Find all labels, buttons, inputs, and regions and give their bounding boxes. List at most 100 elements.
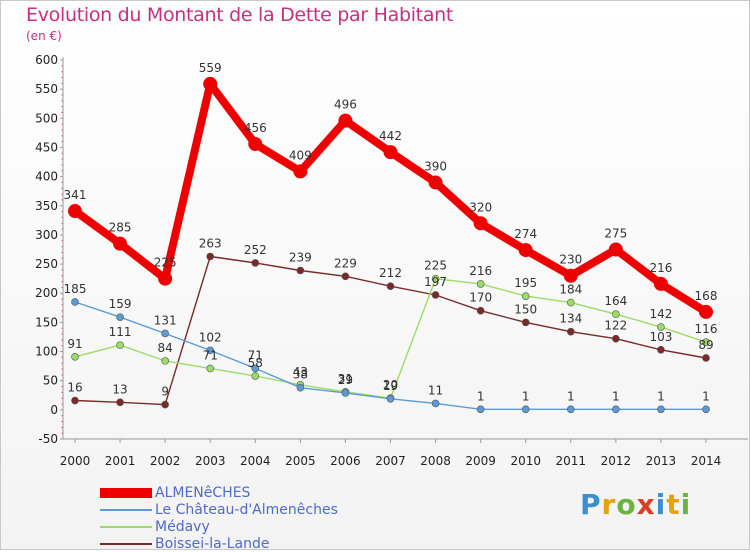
data-label-s1: 11	[428, 383, 443, 397]
data-label-s3: 229	[334, 256, 357, 270]
data-point-s1	[431, 399, 440, 408]
data-label-s3: 239	[289, 250, 312, 264]
logo-letter: t	[666, 488, 681, 521]
legend-item-medavy: Médavy	[100, 518, 338, 535]
data-point-s0	[563, 268, 578, 283]
data-label-s0: 409	[289, 148, 312, 162]
data-point-s0	[518, 243, 533, 258]
x-tick-label: 2001	[105, 454, 136, 468]
data-label-s0: 390	[424, 159, 447, 173]
data-label-s2: 164	[604, 294, 627, 308]
data-label-s2: 184	[559, 283, 582, 297]
data-point-s1	[251, 364, 260, 373]
data-label-s3: 170	[469, 291, 492, 305]
data-label-s0: 285	[109, 221, 132, 235]
data-point-s1	[386, 394, 395, 403]
legend-swatch-chateau-almeneches	[100, 508, 152, 511]
data-label-s2: 195	[514, 276, 537, 290]
data-label-s0: 496	[334, 98, 357, 112]
data-label-s1: 38	[293, 368, 308, 382]
data-label-s0: 230	[559, 253, 582, 267]
data-label-s3: 263	[199, 236, 222, 250]
data-point-s0	[383, 145, 398, 160]
data-label-s2: 111	[109, 325, 132, 339]
data-label-s1: 29	[338, 373, 353, 387]
data-point-s3	[566, 327, 575, 336]
logo-letter: i	[655, 488, 667, 521]
data-point-s1	[116, 313, 124, 321]
data-label-s1: 102	[199, 330, 222, 344]
data-point-s1	[702, 405, 710, 414]
data-label-s1: 1	[567, 389, 575, 403]
data-point-s1	[612, 405, 620, 414]
data-point-s3	[206, 252, 215, 261]
x-tick-label: 2014	[691, 454, 722, 468]
y-tick-label: 50	[43, 374, 58, 388]
y-tick-label: 350	[35, 199, 58, 213]
logo-letter: r	[601, 488, 617, 521]
data-label-s3: 9	[161, 385, 169, 399]
data-point-s1	[657, 405, 665, 414]
data-label-s2: 71	[203, 348, 218, 362]
x-tick-label: 2011	[556, 454, 587, 468]
data-label-s0: 456	[244, 121, 267, 135]
data-point-s2	[476, 280, 485, 288]
data-label-s2: 20	[383, 378, 398, 392]
data-point-s0	[338, 113, 353, 128]
data-point-s2	[431, 274, 440, 283]
data-point-s3	[161, 400, 169, 409]
legend-label-almeneches: ALMENêCHES	[155, 484, 251, 501]
data-label-s3: 212	[379, 266, 402, 280]
data-label-s3: 197	[424, 275, 447, 289]
logo-letter: x	[636, 488, 656, 521]
x-tick-label: 2008	[420, 454, 451, 468]
data-label-s1: 1	[702, 389, 710, 403]
data-point-s1	[206, 346, 215, 355]
data-point-s0	[68, 204, 82, 219]
chart-subtitle: (en €)	[26, 29, 62, 43]
data-label-s0: 168	[695, 289, 718, 303]
data-label-s3: 122	[604, 319, 627, 333]
data-point-s0	[428, 175, 443, 190]
data-point-s0	[203, 76, 218, 91]
x-tick-label: 2005	[285, 454, 316, 468]
x-tick-label: 2006	[330, 454, 361, 468]
data-point-s0	[248, 136, 263, 151]
x-tick-label: 2000	[60, 454, 91, 468]
data-label-s0: 216	[649, 261, 672, 275]
data-label-s3: 103	[649, 330, 672, 344]
y-tick-label: 150	[35, 315, 58, 329]
data-point-s2	[566, 298, 575, 307]
y-tick-label: 250	[35, 257, 58, 271]
x-tick-label: 2007	[375, 454, 406, 468]
logo-letter: o	[616, 488, 637, 521]
x-tick-label: 2010	[510, 454, 541, 468]
data-label-s2: 142	[649, 307, 672, 321]
y-tick-label: 500	[35, 111, 58, 125]
y-tick-label: 300	[35, 228, 58, 242]
chart-legend: ALMENêCHES Le Château-d'Almenêches Médav…	[100, 484, 338, 552]
data-point-s3	[296, 266, 305, 275]
x-tick-label: 2012	[601, 454, 632, 468]
data-point-s3	[431, 291, 440, 299]
data-point-s1	[296, 383, 305, 392]
data-point-s3	[476, 306, 485, 315]
legend-item-almeneches: ALMENêCHES	[100, 484, 338, 501]
legend-swatch-medavy	[100, 525, 152, 528]
data-point-s2	[116, 341, 124, 349]
data-point-s3	[657, 345, 665, 354]
x-tick-label: 2002	[150, 454, 181, 468]
data-point-s2	[206, 364, 215, 373]
data-point-s1	[566, 405, 575, 414]
data-label-s1: 19	[383, 379, 398, 393]
data-label-s3: 252	[244, 243, 267, 257]
y-tick-label: 400	[35, 170, 58, 184]
data-point-s0	[293, 164, 308, 179]
legend-label-boissei-la-lande: Boissei-la-Lande	[155, 535, 270, 552]
proxiti-logo: Proxiti	[580, 488, 691, 521]
data-point-s3	[341, 272, 350, 281]
legend-label-medavy: Médavy	[155, 518, 210, 535]
data-point-s1	[521, 405, 530, 414]
